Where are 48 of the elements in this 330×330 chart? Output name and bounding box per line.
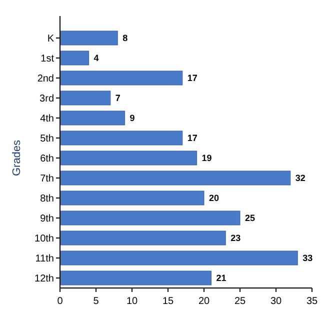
x-tick-label: 35 bbox=[306, 296, 318, 307]
data-label: 17 bbox=[187, 73, 198, 84]
y-tick-label: 11th bbox=[35, 254, 54, 264]
data-label: 25 bbox=[245, 213, 256, 224]
bar bbox=[60, 130, 183, 146]
bar bbox=[60, 250, 298, 266]
data-label: 32 bbox=[295, 173, 306, 184]
y-tick-label: 3rd bbox=[40, 94, 54, 104]
bar bbox=[60, 70, 183, 86]
y-tick-label: 7th bbox=[40, 174, 54, 184]
bar bbox=[60, 170, 291, 186]
data-label: 17 bbox=[187, 133, 198, 144]
x-tick-label: 20 bbox=[198, 296, 210, 307]
x-tick-label: 15 bbox=[162, 296, 174, 307]
y-axis-title: Grades bbox=[11, 139, 23, 176]
data-label: 8 bbox=[122, 33, 128, 44]
y-tick-label: 2nd bbox=[37, 74, 54, 84]
y-tick-label: 9th bbox=[40, 214, 54, 224]
y-tick-label: 6th bbox=[40, 154, 54, 164]
data-label: 33 bbox=[302, 253, 313, 264]
bar bbox=[60, 230, 226, 246]
bar bbox=[60, 50, 90, 66]
data-label: 7 bbox=[115, 93, 120, 104]
y-tick-label: 10th bbox=[34, 234, 54, 244]
bar bbox=[60, 150, 198, 166]
x-tick-label: 10 bbox=[126, 296, 138, 307]
y-tick-label: 1st bbox=[40, 54, 54, 64]
bar bbox=[60, 210, 240, 226]
data-label: 23 bbox=[230, 233, 241, 244]
y-tick-label: 4th bbox=[40, 114, 54, 124]
data-label: 20 bbox=[209, 193, 220, 204]
bar bbox=[60, 30, 118, 46]
x-tick-label: 25 bbox=[234, 296, 246, 307]
bar bbox=[60, 270, 212, 286]
y-tick-label: K bbox=[47, 34, 54, 44]
bar bbox=[60, 190, 204, 206]
x-tick-label: 0 bbox=[57, 296, 64, 307]
bar bbox=[60, 90, 111, 106]
y-tick-label: 8th bbox=[40, 194, 54, 204]
y-tick-label: 12th bbox=[34, 274, 54, 284]
data-label: 9 bbox=[130, 113, 135, 124]
data-label: 4 bbox=[94, 53, 99, 64]
x-tick-label: 30 bbox=[270, 296, 282, 307]
bar bbox=[60, 110, 126, 126]
x-tick-label: 5 bbox=[93, 296, 100, 307]
data-label: 21 bbox=[216, 273, 226, 284]
y-tick-label: 5th bbox=[40, 134, 54, 144]
data-label: 19 bbox=[202, 153, 212, 164]
